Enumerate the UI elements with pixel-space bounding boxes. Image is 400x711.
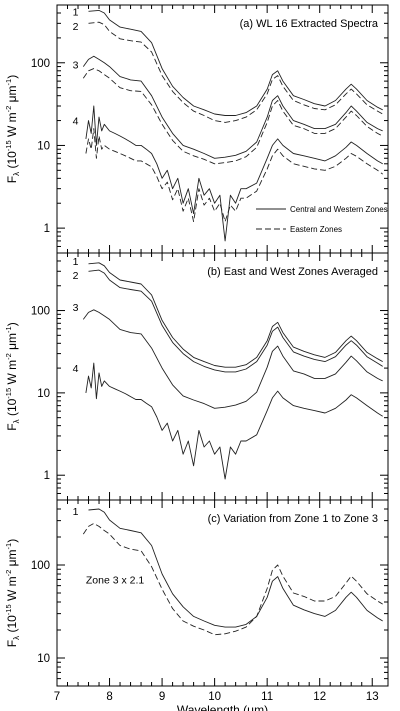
y-axis-label-part: (10: [5, 151, 19, 172]
y-axis-label-part: ): [5, 539, 19, 543]
series-line-2: [88, 21, 383, 123]
legend-label: Central and Western Zones: [290, 205, 388, 214]
y-axis-label-part: -15: [4, 140, 13, 151]
series-line-4: [85, 362, 383, 480]
x-tick-label: 7: [54, 691, 60, 703]
y-axis-label-part: ): [5, 75, 19, 79]
x-tick-label: 10: [208, 691, 221, 703]
y-tick-label: 10: [37, 140, 50, 152]
y-axis-label: Fλ (10-15 W m-2 μm-1): [4, 539, 21, 647]
x-axis-label: Wavelength (μm): [177, 703, 268, 711]
y-axis-label-part: -2: [4, 106, 13, 113]
x-tick-label: 11: [261, 691, 273, 703]
y-axis-label-part: (10: [5, 398, 19, 419]
y-axis-label: Fλ (10-15 W m-2 μm-1): [4, 322, 21, 430]
panel-a: 1 10 100 (a) WL 16 Extracted Spectra 1 2 3 4 Cen…: [4, 4, 389, 254]
x-tick-label: 8: [106, 691, 112, 703]
x-tick-label: 12: [313, 691, 326, 703]
panel-title: (c) Variation from Zone 1 to Zone 3: [208, 513, 378, 525]
panel-title: (b) East and West Zones Averaged: [207, 266, 378, 278]
y-axis-label-part: -2: [4, 570, 13, 577]
y-axis-label-part: F: [5, 640, 19, 647]
y-axis-label-part: λ: [12, 636, 21, 640]
series-line-1: [88, 508, 383, 628]
x-axis-label-part: Wavelength (: [177, 703, 247, 711]
y-tick-label: 100: [31, 560, 50, 572]
series-line-5: [85, 105, 383, 242]
y-axis-label-part: -1: [4, 543, 13, 550]
y-tick-label: 1: [44, 223, 50, 235]
y-tick-label: 1: [44, 470, 50, 482]
y-tick-label: 10: [37, 388, 50, 400]
y-axis-label-part: F: [5, 423, 19, 430]
zone-label: 1: [73, 256, 79, 268]
y-axis-label-part: W m: [5, 112, 19, 140]
y-axis-label-part: W m: [5, 360, 19, 388]
series-line-3: [82, 55, 383, 159]
zone-label: 4: [73, 116, 79, 128]
y-axis-label-part: μm: [5, 333, 19, 353]
x-tick-label: 13: [366, 691, 379, 703]
zone-label: 3: [73, 60, 79, 72]
y-axis-label-part: λ: [12, 419, 21, 423]
y-axis-label-part: -2: [4, 353, 13, 360]
y-axis-label-part: λ: [12, 172, 21, 176]
y-axis-label-part: F: [5, 176, 19, 183]
y-tick-label: 10: [37, 653, 50, 665]
series-line-4: [82, 68, 383, 165]
x-axis-label-part: μ: [247, 703, 254, 711]
y-axis-label-part: W m: [5, 576, 19, 604]
series-line-1: [88, 9, 383, 116]
zone-label: 2: [73, 21, 79, 33]
y-axis-label-part: (10: [5, 615, 19, 636]
series-line-2: [88, 269, 383, 373]
y-axis-label-part: -1: [4, 79, 13, 86]
zone-label: 4: [73, 363, 79, 375]
legend-label: Eastern Zones: [290, 225, 342, 234]
y-axis-label-part: -1: [4, 326, 13, 333]
y-axis-label-part: ): [5, 322, 19, 326]
zone-label: 1: [73, 6, 79, 18]
series-line-1: [88, 262, 383, 368]
y-tick-label: 100: [31, 58, 50, 70]
panel-b: 1 10 100 (b) East and West Zones Averaged 1 2…: [4, 252, 389, 501]
series-line-3: [82, 309, 383, 409]
y-axis-label-part: -15: [4, 604, 13, 615]
series-line-6: [85, 128, 383, 223]
x-tick-label: 9: [159, 691, 165, 703]
zone-label: 3: [73, 302, 79, 314]
annotation: Zone 3 x 2.1: [86, 574, 145, 586]
y-tick-label: 100: [31, 306, 50, 318]
panel-c: 10 100 (c) Variation from Zone 1 to Zone 3…: [4, 499, 389, 711]
zone-label: 2: [73, 270, 79, 282]
x-axis-label-part: m): [254, 703, 268, 711]
y-axis-label: Fλ (10-15 W m-2 μm-1): [4, 75, 21, 183]
series-line-2: [82, 522, 383, 636]
y-axis-label-part: -15: [4, 388, 13, 399]
y-axis-label-part: μm: [5, 85, 19, 105]
panel-title: (a) WL 16 Extracted Spectra: [240, 18, 379, 30]
zone-label: 1: [73, 506, 79, 518]
y-axis-label-part: μm: [5, 549, 19, 569]
